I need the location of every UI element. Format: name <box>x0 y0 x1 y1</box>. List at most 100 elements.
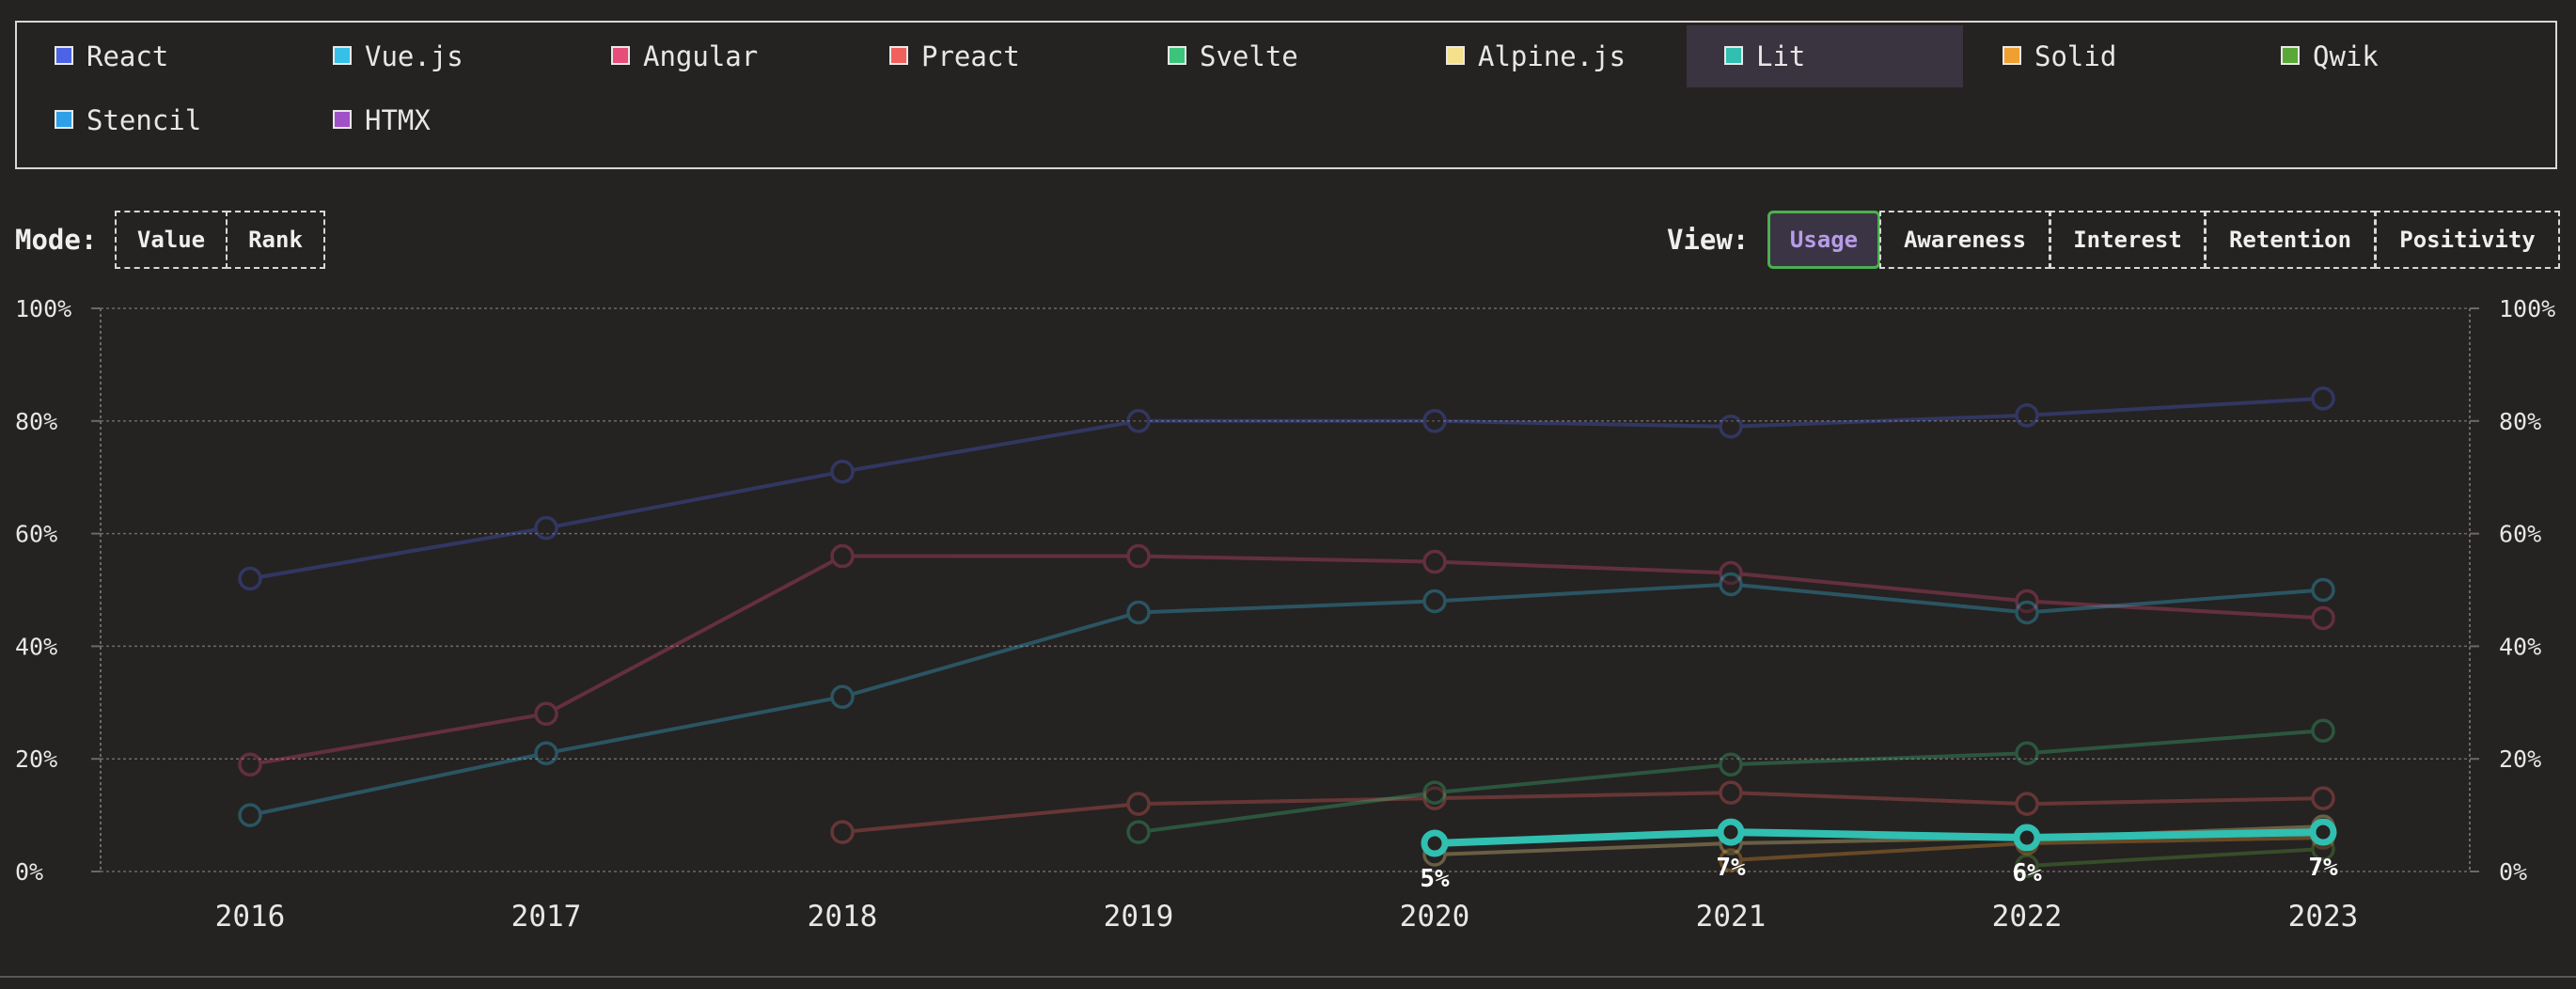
data-point <box>1126 600 1151 625</box>
x-tick-label: 2023 <box>2288 900 2359 934</box>
data-point <box>1719 572 1743 597</box>
series-alpine-js <box>1422 814 2335 867</box>
data-point <box>1719 780 1743 805</box>
legend-label: Qwik <box>2313 40 2379 72</box>
data-point <box>1719 752 1743 777</box>
legend-label: HTMX <box>365 104 431 136</box>
legend-swatch <box>1724 46 1743 65</box>
data-point <box>2311 605 2335 631</box>
data-point <box>830 684 855 710</box>
legend-item-qwik[interactable]: Qwik <box>2243 25 2520 87</box>
legend-swatch <box>333 110 352 129</box>
legend-item-angular[interactable]: Angular <box>573 25 850 87</box>
series-line <box>1434 828 2324 848</box>
data-point <box>1421 829 1449 857</box>
legend-item-alpine-js[interactable]: Alpine.js <box>1408 25 1685 87</box>
view-interest-button[interactable]: Interest <box>2050 211 2206 269</box>
y-tick-label-right: 20% <box>2499 746 2541 773</box>
data-point <box>2311 825 2335 850</box>
y-tick-label-left: 60% <box>15 521 57 548</box>
data-point <box>238 752 262 777</box>
mode-rank-button[interactable]: Rank <box>226 211 325 269</box>
legend-swatch <box>1168 46 1186 65</box>
y-tick-label-right: 0% <box>2499 858 2527 886</box>
y-tick-label-right: 100% <box>2499 295 2555 322</box>
y-tick-label-left: 40% <box>15 633 57 660</box>
data-point <box>2015 854 2039 878</box>
data-point <box>1719 831 1743 856</box>
legend-label: Svelte <box>1200 40 1298 72</box>
y-tick-label-left: 20% <box>15 746 57 773</box>
view-positivity-button[interactable]: Positivity <box>2375 211 2560 269</box>
legend-swatch <box>611 46 630 65</box>
data-point <box>2311 837 2335 861</box>
legend-item-svelte[interactable]: Svelte <box>1130 25 1406 87</box>
view-usage-button[interactable]: Usage <box>1767 211 1880 269</box>
x-tick-label: 2018 <box>808 900 878 934</box>
y-tick-label-left: 100% <box>15 295 71 322</box>
data-point <box>1422 549 1447 574</box>
legend-label: Solid <box>2034 40 2117 72</box>
data-point <box>1422 780 1447 805</box>
series-svelte <box>1126 718 2335 844</box>
view-label: View: <box>1667 224 1750 256</box>
data-point <box>2015 403 2039 428</box>
series-qwik <box>2015 837 2335 878</box>
data-point <box>1717 818 1745 846</box>
series-react <box>238 386 2335 591</box>
legend-swatch <box>2003 46 2021 65</box>
legend-item-solid[interactable]: Solid <box>1965 25 2241 87</box>
series-line <box>249 582 2324 818</box>
data-point <box>2311 814 2335 839</box>
data-point <box>2311 386 2335 411</box>
x-tick-label: 2019 <box>1104 900 1174 934</box>
mode-label: Mode: <box>15 224 98 256</box>
series-line <box>1434 824 2324 857</box>
x-tick-label: 2022 <box>1992 900 2063 934</box>
legend-item-preact[interactable]: Preact <box>852 25 1128 87</box>
legend-item-lit[interactable]: Lit <box>1687 25 1963 87</box>
data-point <box>2311 718 2335 743</box>
legend-label: Angular <box>643 40 759 72</box>
legend-swatch <box>333 46 352 65</box>
data-point <box>1422 842 1447 867</box>
legend-swatch <box>2281 46 2300 65</box>
legend-swatch <box>889 46 908 65</box>
view-retention-button[interactable]: Retention <box>2205 211 2376 269</box>
legend-item-htmx[interactable]: HTMX <box>295 89 572 151</box>
legend-label: Vue.js <box>365 40 463 72</box>
series-line <box>249 396 2324 581</box>
data-point <box>2311 786 2335 810</box>
y-tick-label-left: 80% <box>15 408 57 435</box>
mode-value-button[interactable]: Value <box>115 211 228 269</box>
series-line <box>2026 847 2324 869</box>
legend-item-stencil[interactable]: Stencil <box>17 89 293 151</box>
data-point <box>238 566 262 591</box>
y-tick-label-right: 80% <box>2499 408 2541 435</box>
legend-label: Alpine.js <box>1478 40 1626 72</box>
view-awareness-button[interactable]: Awareness <box>1879 211 2050 269</box>
data-point <box>1719 415 1743 439</box>
legend: React Vue.js Angular Preact Svelte Alpine.js L… <box>15 21 2557 169</box>
legend-label: Lit <box>1756 40 1806 72</box>
y-tick-label-right: 60% <box>2499 521 2541 548</box>
data-point <box>534 741 558 765</box>
legend-swatch <box>55 110 73 129</box>
data-point <box>534 515 558 541</box>
data-point <box>2015 831 2039 856</box>
legend-label: React <box>86 40 169 72</box>
data-point <box>1126 792 1151 816</box>
series-solid <box>1719 825 2335 872</box>
data-point <box>1126 409 1151 433</box>
data-point <box>830 459 855 484</box>
series-line <box>841 791 2324 835</box>
data-point <box>2015 741 2039 765</box>
legend-label: Stencil <box>86 104 202 136</box>
series-line <box>1138 729 2324 835</box>
legend-item-vue-js[interactable]: Vue.js <box>295 25 572 87</box>
data-point <box>1126 820 1151 844</box>
series-lit <box>1421 818 2337 857</box>
data-point <box>1422 589 1447 614</box>
legend-item-react[interactable]: React <box>17 25 293 87</box>
data-point <box>830 820 855 844</box>
